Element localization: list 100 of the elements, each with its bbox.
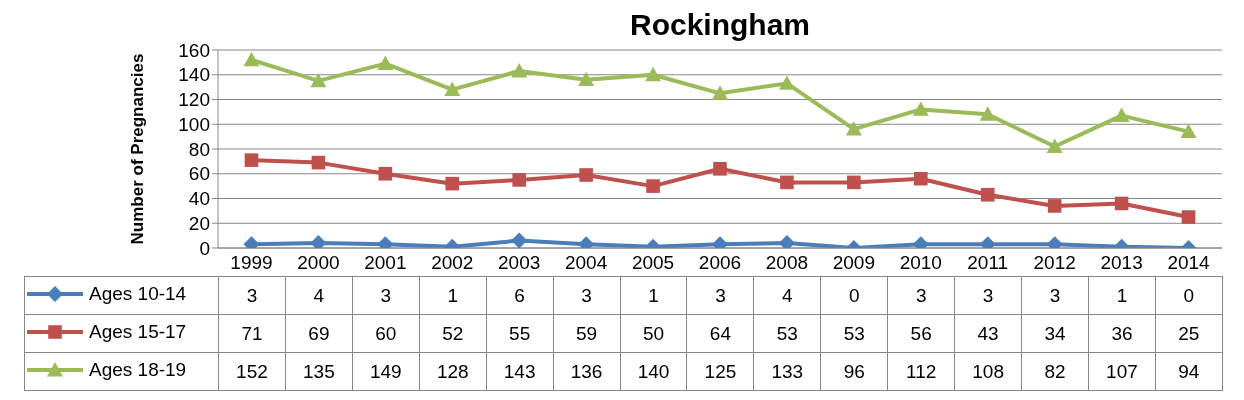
data-label: 3 (1021, 276, 1089, 315)
point (1180, 123, 1197, 139)
data-label: 143 (486, 352, 554, 391)
data-label: 1 (1088, 276, 1156, 315)
point (378, 166, 393, 181)
data-label: 6 (486, 276, 554, 315)
data-label: 53 (753, 314, 821, 353)
point (712, 85, 728, 100)
x-tick-label: 2002 (431, 252, 474, 274)
point (578, 71, 595, 87)
point (646, 179, 660, 193)
x-tick-label: 1999 (230, 252, 273, 274)
y-tick-label: 20 (188, 212, 210, 234)
data-label: 0 (1155, 276, 1223, 315)
data-label: 3 (686, 276, 754, 315)
y-tick-label: 0 (199, 237, 210, 259)
y-axis-title: Number of Pregnancies (128, 52, 148, 247)
data-label: 1 (419, 276, 487, 315)
point (311, 155, 326, 170)
point (1181, 210, 1196, 224)
y-tick-label: 80 (188, 138, 210, 160)
data-label: 34 (1021, 314, 1089, 353)
data-label: 56 (887, 314, 955, 353)
y-tick-label: 100 (178, 114, 210, 135)
data-label: 36 (1088, 314, 1156, 353)
data-label: 96 (820, 352, 888, 391)
data-label: 1 (620, 276, 687, 315)
data-label: 3 (954, 276, 1022, 315)
data-label: 82 (1021, 352, 1089, 391)
point (979, 106, 996, 121)
x-tick-label: 2009 (832, 252, 876, 274)
point (511, 232, 528, 248)
data-label: 108 (954, 352, 1022, 391)
data-label: 107 (1088, 352, 1156, 391)
data-label: 4 (753, 276, 821, 315)
y-tick-label: 40 (188, 188, 210, 210)
point (579, 168, 593, 182)
point (980, 187, 995, 202)
data-label: 25 (1155, 314, 1223, 353)
point (511, 63, 528, 78)
x-tick-label: 2006 (698, 252, 742, 274)
x-tick-label: 2001 (364, 252, 407, 274)
point (713, 162, 727, 176)
point (778, 75, 795, 90)
point (1046, 138, 1063, 153)
data-label: 140 (620, 352, 687, 391)
x-tick-label: 2012 (1033, 252, 1076, 274)
point (1047, 199, 1062, 213)
point (912, 101, 929, 116)
data-label: 94 (1155, 352, 1223, 391)
data-label: 136 (553, 352, 621, 391)
x-tick-label: 2011 (967, 252, 1009, 274)
data-label: 43 (954, 314, 1022, 353)
point (780, 175, 794, 190)
data-label: 135 (285, 352, 353, 391)
point (845, 121, 862, 136)
data-label: 152 (218, 352, 286, 391)
x-tick-label: 2005 (631, 252, 675, 274)
y-tick-label: 60 (188, 163, 210, 185)
point (914, 171, 928, 186)
legend-label: Ages 15-17 (89, 320, 187, 343)
y-tick-label: 120 (178, 89, 210, 111)
point (444, 81, 461, 96)
data-label: 69 (285, 314, 353, 353)
x-tick-label: 2013 (1100, 252, 1143, 274)
data-label: 3 (352, 276, 420, 315)
point (645, 66, 662, 82)
chart-title: Rockingham (629, 8, 811, 42)
data-label: 59 (553, 314, 621, 353)
data-label: 0 (820, 276, 888, 315)
point (310, 72, 327, 88)
data-label: 125 (686, 352, 754, 391)
x-tick-label: 2014 (1167, 252, 1211, 274)
x-tick-label: 2004 (564, 252, 608, 274)
data-label: 64 (686, 314, 754, 353)
data-label: 112 (887, 352, 955, 391)
point (377, 55, 394, 71)
point (243, 51, 260, 67)
data-label: 128 (419, 352, 487, 391)
y-tick-label: 160 (178, 39, 210, 61)
data-label: 3 (218, 276, 286, 315)
data-label: 3 (553, 276, 621, 315)
legend-label: Ages 18-19 (89, 358, 187, 381)
x-tick-label: 2000 (297, 252, 340, 274)
y-tick-label: 140 (178, 64, 210, 86)
data-label: 149 (352, 352, 420, 391)
data-label: 60 (352, 314, 420, 353)
data-label: 55 (486, 314, 554, 353)
x-tick-label: 2008 (765, 252, 809, 274)
data-label: 50 (620, 314, 687, 353)
data-label: 3 (887, 276, 955, 315)
x-tick-label: 2003 (498, 252, 541, 274)
data-label: 52 (419, 314, 487, 353)
point (847, 175, 861, 190)
data-label: 4 (285, 276, 353, 315)
data-label: 133 (753, 352, 821, 391)
x-tick-label: 2010 (899, 252, 942, 274)
data-label: 71 (218, 314, 286, 353)
point (445, 176, 460, 191)
data-label: 53 (820, 314, 888, 353)
